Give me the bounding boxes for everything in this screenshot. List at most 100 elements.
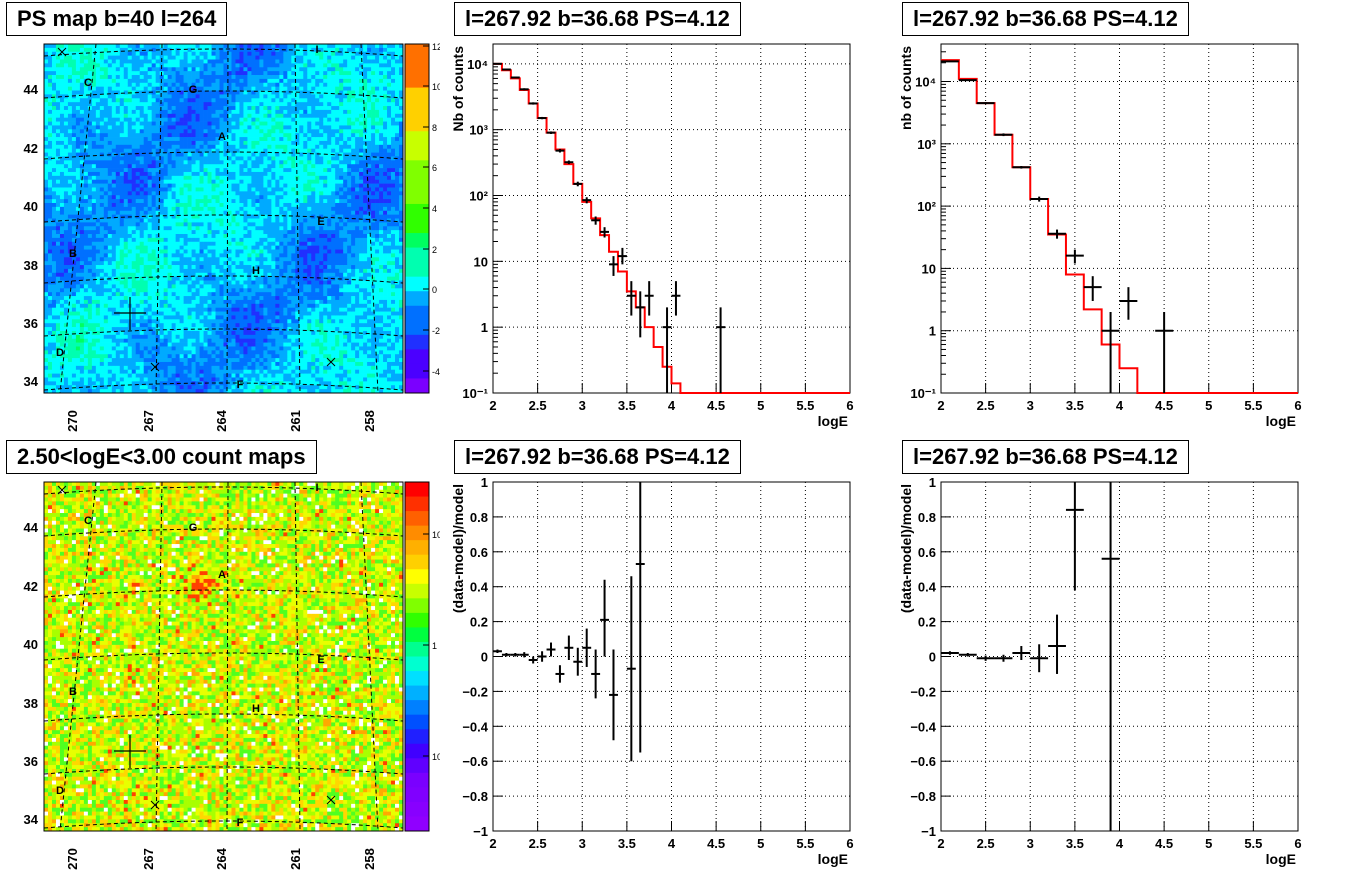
map-pixel bbox=[135, 67, 141, 72]
map-pixel bbox=[71, 257, 77, 262]
map-pixel bbox=[55, 330, 61, 336]
map-pixel bbox=[251, 265, 256, 270]
map-pixel bbox=[151, 346, 157, 351]
map-pixel bbox=[195, 389, 200, 394]
map-pixel bbox=[47, 385, 53, 390]
map-pixel bbox=[147, 164, 153, 169]
map-pixel bbox=[259, 288, 264, 293]
map-pixel bbox=[167, 106, 172, 111]
map-pixel bbox=[135, 292, 141, 297]
map-pixel bbox=[207, 140, 212, 146]
map-pixel bbox=[63, 160, 69, 165]
map-pixel bbox=[159, 133, 165, 138]
map-pixel bbox=[95, 303, 101, 309]
map-pixel bbox=[199, 276, 204, 281]
map-pixel bbox=[143, 350, 149, 355]
map-pixel bbox=[79, 78, 85, 84]
map-pixel bbox=[227, 358, 232, 363]
map-pixel bbox=[199, 358, 204, 363]
map-pixel bbox=[223, 342, 228, 347]
map-pixel bbox=[75, 346, 81, 351]
map-pixel bbox=[127, 140, 133, 146]
map-pixel bbox=[159, 319, 165, 324]
map-pixel bbox=[155, 152, 161, 157]
map-pixel bbox=[211, 51, 216, 56]
map-pixel bbox=[251, 94, 256, 99]
map-pixel bbox=[147, 299, 153, 305]
map-pixel bbox=[107, 129, 113, 134]
map-pixel bbox=[127, 148, 133, 153]
map-pixel bbox=[44, 346, 49, 351]
map-pixel bbox=[147, 296, 153, 301]
map-pixel bbox=[99, 140, 105, 146]
map-pixel bbox=[107, 44, 113, 49]
map-pixel bbox=[143, 109, 149, 115]
map-pixel bbox=[111, 187, 117, 192]
map-pixel bbox=[175, 346, 180, 351]
map-pixel bbox=[75, 327, 81, 332]
map-pixel bbox=[119, 106, 125, 111]
map-pixel bbox=[103, 338, 109, 343]
map-pixel bbox=[159, 342, 165, 347]
map-pixel bbox=[207, 206, 212, 212]
map-pixel bbox=[199, 183, 204, 188]
map-pixel bbox=[175, 67, 180, 72]
map-pixel bbox=[147, 117, 153, 122]
map-pixel bbox=[219, 71, 224, 76]
map-pixel bbox=[111, 338, 117, 343]
map-pixel bbox=[83, 249, 89, 254]
map-pixel bbox=[143, 327, 149, 332]
map-pixel bbox=[67, 71, 73, 76]
map-pixel bbox=[91, 261, 97, 266]
map-pixel bbox=[55, 47, 61, 53]
map-pixel bbox=[199, 113, 204, 119]
map-pixel bbox=[151, 129, 157, 134]
map-pixel bbox=[91, 86, 97, 91]
map-pixel bbox=[79, 195, 85, 200]
map-pixel bbox=[131, 272, 137, 278]
map-pixel bbox=[63, 109, 69, 115]
map-pixel bbox=[51, 377, 57, 382]
map-pixel bbox=[215, 330, 220, 336]
map-pixel bbox=[99, 94, 105, 99]
map-pixel bbox=[199, 94, 204, 99]
map-pixel bbox=[99, 82, 105, 88]
map-pixel bbox=[87, 144, 93, 150]
map-pixel bbox=[75, 125, 81, 130]
map-pixel bbox=[183, 113, 188, 119]
map-pixel bbox=[211, 117, 216, 122]
map-pixel bbox=[251, 90, 256, 95]
map-pixel bbox=[163, 55, 169, 60]
map-pixel bbox=[219, 67, 224, 72]
map-pixel bbox=[211, 137, 216, 142]
map-pixel bbox=[127, 86, 133, 91]
map-pixel bbox=[219, 369, 224, 374]
map-pixel bbox=[191, 280, 196, 285]
map-pixel bbox=[247, 245, 252, 250]
map-pixel bbox=[235, 67, 240, 72]
map-pixel bbox=[71, 230, 77, 235]
map-pixel bbox=[259, 253, 264, 258]
map-pixel bbox=[107, 249, 113, 254]
map-pixel bbox=[107, 75, 113, 80]
map-pixel bbox=[163, 195, 169, 200]
map-pixel bbox=[223, 71, 228, 76]
map-pixel bbox=[99, 90, 105, 95]
map-pixel bbox=[111, 284, 117, 289]
map-pixel bbox=[139, 381, 145, 386]
map-pixel bbox=[243, 117, 248, 122]
map-pixel bbox=[135, 117, 141, 122]
map-pixel bbox=[211, 82, 216, 88]
map-pixel bbox=[47, 191, 53, 196]
map-pixel bbox=[63, 106, 69, 111]
map-pixel bbox=[263, 63, 268, 68]
map-pixel bbox=[127, 241, 133, 246]
map-pixel bbox=[115, 195, 121, 200]
map-pixel bbox=[243, 253, 248, 258]
map-pixel bbox=[167, 358, 172, 363]
map-pixel bbox=[59, 121, 65, 126]
map-pixel bbox=[123, 253, 129, 258]
map-pixel bbox=[119, 358, 125, 363]
map-pixel bbox=[187, 284, 192, 289]
map-pixel bbox=[183, 280, 188, 285]
